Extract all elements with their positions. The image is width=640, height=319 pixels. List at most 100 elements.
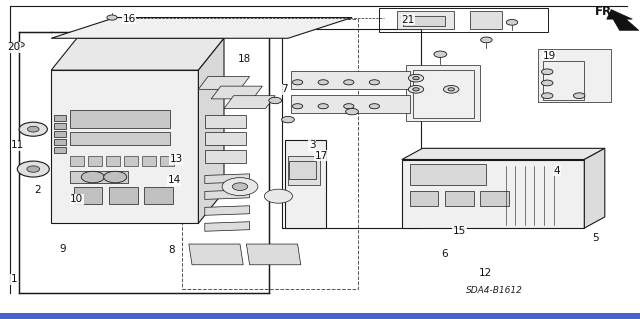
Text: 13: 13 xyxy=(170,154,182,165)
Text: 19: 19 xyxy=(543,51,556,61)
Bar xyxy=(106,156,120,166)
Bar xyxy=(410,164,486,185)
Text: 7: 7 xyxy=(282,84,288,94)
Circle shape xyxy=(573,93,585,99)
Bar xyxy=(538,49,611,102)
Bar xyxy=(480,191,509,206)
Bar xyxy=(413,70,474,118)
Text: 2: 2 xyxy=(34,185,40,195)
Bar xyxy=(445,191,474,206)
Bar xyxy=(74,187,102,204)
Bar xyxy=(142,156,156,166)
Bar xyxy=(543,61,584,100)
Circle shape xyxy=(81,171,104,183)
Polygon shape xyxy=(198,77,250,89)
Bar xyxy=(379,8,548,32)
Bar xyxy=(54,147,66,153)
Polygon shape xyxy=(189,244,243,265)
Text: 18: 18 xyxy=(238,54,251,64)
Circle shape xyxy=(434,51,447,57)
Polygon shape xyxy=(198,38,224,223)
Polygon shape xyxy=(205,174,250,183)
Bar xyxy=(403,16,445,26)
Text: 11: 11 xyxy=(12,140,24,150)
Text: 14: 14 xyxy=(168,175,180,185)
Text: 21: 21 xyxy=(402,15,415,25)
Text: 6: 6 xyxy=(442,249,448,259)
Bar xyxy=(70,132,170,145)
Bar xyxy=(0,313,640,319)
Circle shape xyxy=(408,74,424,82)
Circle shape xyxy=(17,161,49,177)
Polygon shape xyxy=(51,38,224,70)
Circle shape xyxy=(19,122,47,136)
Polygon shape xyxy=(205,206,250,215)
Bar xyxy=(470,11,502,29)
Polygon shape xyxy=(584,148,605,228)
Circle shape xyxy=(27,166,40,172)
Bar xyxy=(70,156,84,166)
Text: 8: 8 xyxy=(168,245,175,256)
Text: 20: 20 xyxy=(8,42,20,52)
Bar xyxy=(410,191,438,206)
Text: 12: 12 xyxy=(479,268,492,278)
Bar xyxy=(288,156,320,185)
Polygon shape xyxy=(402,160,584,228)
Circle shape xyxy=(318,104,328,109)
Polygon shape xyxy=(224,96,275,108)
Circle shape xyxy=(413,77,419,80)
Circle shape xyxy=(292,104,303,109)
Circle shape xyxy=(481,37,492,43)
Circle shape xyxy=(107,15,117,20)
Circle shape xyxy=(318,80,328,85)
Bar xyxy=(205,115,246,128)
Bar xyxy=(124,156,138,166)
Text: 4: 4 xyxy=(554,166,560,176)
Circle shape xyxy=(344,80,354,85)
Bar xyxy=(54,131,66,137)
Circle shape xyxy=(264,189,292,203)
Text: 16: 16 xyxy=(123,13,136,24)
Bar xyxy=(160,156,174,166)
Circle shape xyxy=(269,97,282,104)
Circle shape xyxy=(346,108,358,115)
Bar xyxy=(205,132,246,145)
Circle shape xyxy=(506,19,518,25)
Bar xyxy=(291,71,410,89)
Circle shape xyxy=(448,88,454,91)
Bar xyxy=(397,11,454,29)
Bar xyxy=(291,95,410,113)
Bar xyxy=(70,110,170,128)
Bar xyxy=(289,161,316,179)
Polygon shape xyxy=(607,10,639,30)
Circle shape xyxy=(344,104,354,109)
Circle shape xyxy=(14,42,24,47)
Circle shape xyxy=(369,80,380,85)
Bar xyxy=(54,123,66,129)
Circle shape xyxy=(292,80,303,85)
Text: 1: 1 xyxy=(11,274,17,284)
Text: SDA4-B1612: SDA4-B1612 xyxy=(466,286,523,295)
Text: 5: 5 xyxy=(592,233,598,243)
Text: 17: 17 xyxy=(315,151,328,161)
Circle shape xyxy=(541,93,553,99)
Circle shape xyxy=(408,85,424,93)
Bar xyxy=(282,29,421,228)
Circle shape xyxy=(104,171,127,183)
Text: 10: 10 xyxy=(70,194,83,204)
Bar xyxy=(70,171,128,183)
Bar xyxy=(19,32,269,293)
Bar xyxy=(406,65,480,121)
Polygon shape xyxy=(51,18,352,38)
Text: 3: 3 xyxy=(309,140,316,150)
Circle shape xyxy=(413,88,419,91)
Text: FR.: FR. xyxy=(595,5,617,18)
Bar xyxy=(54,139,66,145)
Polygon shape xyxy=(51,70,198,223)
Bar xyxy=(54,115,66,121)
Polygon shape xyxy=(246,244,301,265)
Polygon shape xyxy=(205,190,250,199)
Polygon shape xyxy=(211,86,262,99)
Bar xyxy=(88,156,102,166)
Polygon shape xyxy=(402,148,605,160)
